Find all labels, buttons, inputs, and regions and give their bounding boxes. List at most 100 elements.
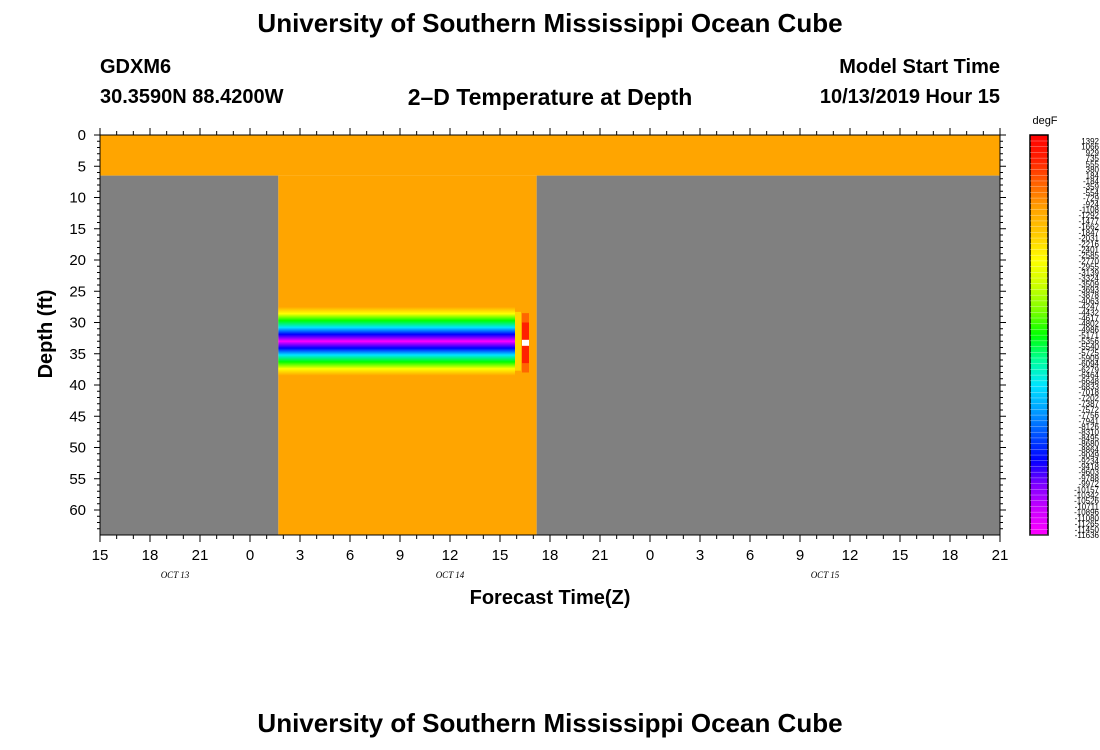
y-tick-label: 60 <box>69 502 86 519</box>
y-tick-label: 40 <box>69 377 86 394</box>
colorbar-label: -9603 <box>1079 468 1100 477</box>
date-label: OCT 14 <box>436 570 465 580</box>
colorbar-label: -7941 <box>1079 417 1100 426</box>
colorbar-label: -184 <box>1083 177 1100 186</box>
colorbar-label: -6094 <box>1079 360 1100 369</box>
colorbar-label: -2585 <box>1079 251 1100 260</box>
region-no-data-right <box>536 175 1000 535</box>
colorbar-label: -9234 <box>1079 457 1100 466</box>
colorbar-label: -8680 <box>1079 440 1100 449</box>
colorbar-label: -10896 <box>1074 508 1099 517</box>
colorbar-label: -7756 <box>1079 411 1100 420</box>
page-title: University of Southern Mississippi Ocean… <box>257 8 843 38</box>
colorbar-label: -2216 <box>1079 240 1100 249</box>
colorbar-label: -11265 <box>1075 520 1100 529</box>
y-tick-label: 35 <box>69 346 86 363</box>
x-tick-label: 6 <box>346 547 354 564</box>
colorbar-label: -7572 <box>1079 405 1100 414</box>
anomaly-band <box>278 306 515 376</box>
colorbar-label: -554 <box>1083 188 1100 197</box>
colorbar-label: -7018 <box>1079 388 1100 397</box>
colorbar-label: -9972 <box>1079 480 1100 489</box>
colorbar-label: -9788 <box>1079 474 1100 483</box>
colorbar-label: -4986 <box>1079 325 1100 334</box>
x-tick-label: 18 <box>142 547 159 564</box>
colorbar-label: -7202 <box>1079 394 1100 403</box>
colorbar-label: -5909 <box>1079 354 1100 363</box>
colorbar-label: -11450 <box>1075 525 1100 534</box>
x-tick-label: 12 <box>842 547 859 564</box>
colorbar-label: -10526 <box>1074 497 1099 506</box>
colorbar-label: -3693 <box>1079 285 1100 294</box>
colorbar-label: -9049 <box>1079 451 1100 460</box>
y-tick-label: 15 <box>69 221 86 238</box>
y-axis-title: Depth (ft) <box>35 290 57 379</box>
x-tick-label: 12 <box>442 547 459 564</box>
x-tick-label: 21 <box>992 547 1009 564</box>
colorbar-label: -8495 <box>1079 434 1100 443</box>
x-tick-label: 18 <box>942 547 959 564</box>
colorbar-label: -1292 <box>1079 211 1100 220</box>
y-tick-label: 30 <box>69 315 86 332</box>
model-start-time: 10/13/2019 Hour 15 <box>819 86 1000 108</box>
x-tick-label: 6 <box>746 547 754 564</box>
colorbar-label: -8310 <box>1079 428 1100 437</box>
colorbar-label: -11636 <box>1075 531 1100 540</box>
colorbar-label: -1662 <box>1079 223 1100 232</box>
colorbar-label: -6648 <box>1079 377 1100 386</box>
colorbar-label: 929 <box>1086 148 1100 157</box>
colorbar-label: -2770 <box>1079 257 1100 266</box>
y-tick-label: 0 <box>78 127 86 144</box>
colorbar-label: -4617 <box>1079 314 1100 323</box>
x-tick-label: 21 <box>592 547 609 564</box>
colorbar-label: -6833 <box>1079 383 1100 392</box>
colorbar-label: -6279 <box>1079 365 1100 374</box>
station-id: GDXM6 <box>100 56 172 78</box>
colorbar-label: 735 <box>1086 154 1100 163</box>
x-tick-label: 3 <box>696 547 704 564</box>
colorbar-label: -5540 <box>1079 343 1100 352</box>
y-tick-label: 50 <box>69 440 86 457</box>
plot-area <box>100 135 1000 535</box>
date-label: OCT 15 <box>811 570 840 580</box>
anomaly-spike-core <box>522 339 529 346</box>
colorbar-label: 184 <box>1086 171 1100 180</box>
colorbar-label: -8864 <box>1079 445 1100 454</box>
y-tick-label: 10 <box>69 190 86 207</box>
colorbar-label: 1066 <box>1081 143 1099 152</box>
colorbar-label: -7387 <box>1079 400 1100 409</box>
colorbar-label: -2031 <box>1079 234 1100 243</box>
colorbar-label: 1392 <box>1081 137 1099 146</box>
x-axis-title: Forecast Time(Z) <box>470 587 631 609</box>
y-tick-label: 45 <box>69 408 86 425</box>
x-tick-label: 21 <box>192 547 209 564</box>
colorbar-label: -3324 <box>1079 274 1100 283</box>
colorbar-label: -3509 <box>1079 280 1100 289</box>
colorbar-label: -2401 <box>1079 245 1100 254</box>
region-no-data-left <box>100 175 279 535</box>
colorbar-label: 380 <box>1086 166 1100 175</box>
colorbar: degF 13921066929735555380184-184-359-554… <box>1029 115 1100 540</box>
colorbar-label: -6464 <box>1079 371 1100 380</box>
colorbar-label: -729 <box>1083 194 1100 203</box>
y-tick-label: 55 <box>69 471 86 488</box>
colorbar-label: -3878 <box>1079 291 1100 300</box>
date-label: OCT 13 <box>161 570 190 580</box>
x-tick-label: 15 <box>892 547 909 564</box>
colorbar-label: -4432 <box>1079 308 1100 317</box>
colorbar-label: -8126 <box>1079 423 1100 432</box>
colorbar-unit: degF <box>1032 115 1057 127</box>
model-start-label: Model Start Time <box>839 56 1000 78</box>
colorbar-label: -4063 <box>1079 297 1100 306</box>
colorbar-label: -359 <box>1083 183 1100 192</box>
region-surface-layer <box>100 135 1000 176</box>
colorbar-label: -2955 <box>1079 263 1100 272</box>
y-tick-label: 5 <box>78 158 86 175</box>
colorbar-label: 555 <box>1086 160 1100 169</box>
x-tick-label: 15 <box>92 547 109 564</box>
colorbar-label: -4802 <box>1079 320 1100 329</box>
x-tick-label: 3 <box>296 547 304 564</box>
colorbar-label: -4247 <box>1079 303 1100 312</box>
